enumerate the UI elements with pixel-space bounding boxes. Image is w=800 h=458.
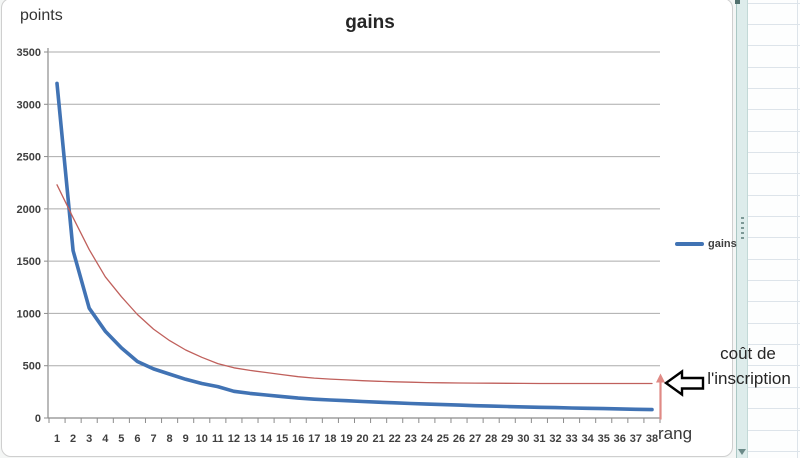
worksheet-row-line (748, 258, 800, 260)
x-axis-title[interactable]: rang (658, 424, 693, 443)
scrollbar-top-cap (735, 0, 740, 4)
scrollbar-grip-icon[interactable] (741, 217, 744, 241)
annotation-text-line1[interactable]: coût de (720, 344, 776, 363)
worksheet-row-line (748, 87, 800, 89)
worksheet-row-line (748, 301, 800, 303)
worksheet-row-line (748, 23, 800, 25)
worksheet-row-line (748, 386, 800, 388)
worksheet-row-line (748, 109, 800, 111)
annotation-text-line2[interactable]: l'inscription (707, 369, 791, 388)
worksheet-row-line (748, 194, 800, 196)
worksheet-row-line (748, 408, 800, 410)
chart-title[interactable]: gains (345, 12, 395, 33)
chart-object[interactable] (1, 0, 733, 457)
worksheet-column-border (797, 0, 798, 458)
worksheet-row-line (748, 237, 800, 239)
worksheet-row-line (748, 173, 800, 175)
worksheet-row-line (748, 45, 800, 47)
worksheet-row-line (748, 322, 800, 324)
worksheet-row-line (748, 216, 800, 217)
legend[interactable]: gains (675, 238, 737, 250)
scroll-down-arrow-icon[interactable] (738, 449, 746, 455)
worksheet-row-line (748, 450, 800, 452)
worksheet-row-line (748, 2, 800, 4)
worksheet-row-line (748, 344, 800, 346)
worksheet-row-line (748, 365, 800, 367)
worksheet-row-line (748, 151, 800, 153)
legend-line-swatch (675, 242, 704, 246)
y-axis-title[interactable]: points (20, 7, 63, 24)
worksheet-row-line (748, 280, 800, 282)
legend-label: gains (708, 238, 737, 250)
worksheet-row-line (748, 130, 800, 132)
worksheet-row-line (748, 66, 800, 68)
worksheet-cells[interactable] (748, 0, 800, 458)
worksheet-row-line (748, 429, 800, 431)
